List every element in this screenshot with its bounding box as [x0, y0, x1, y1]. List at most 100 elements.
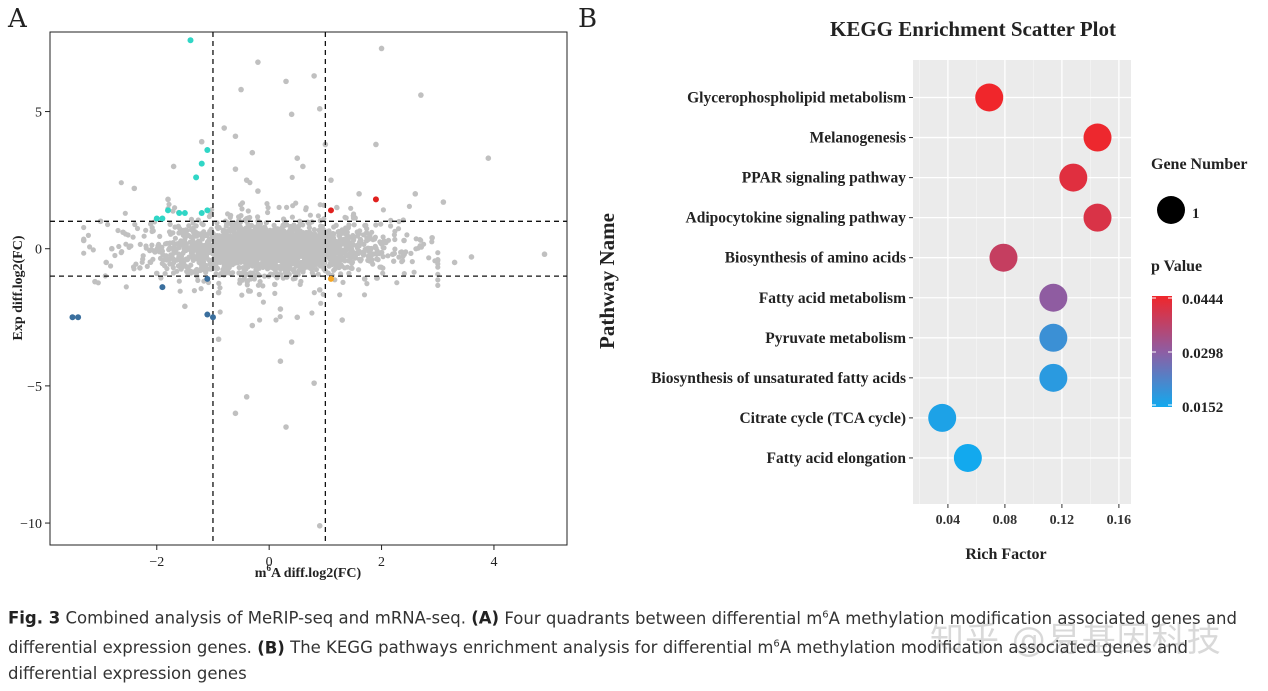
background-point	[275, 237, 282, 243]
background-point	[307, 265, 314, 271]
background-point	[358, 238, 364, 244]
background-point	[372, 236, 378, 242]
enrichment-dot	[1039, 363, 1068, 392]
background-point	[377, 239, 383, 245]
background-point	[274, 247, 280, 254]
background-point	[95, 280, 101, 286]
background-point	[350, 232, 356, 239]
background-point	[340, 279, 346, 285]
background-point	[345, 244, 351, 250]
background-point	[294, 229, 301, 235]
background-point	[170, 256, 176, 262]
background-point	[317, 263, 324, 269]
background-point	[162, 241, 169, 247]
background-point	[391, 232, 397, 238]
background-point	[262, 253, 268, 259]
x-tick-label-a: 4	[490, 555, 497, 570]
background-point	[287, 234, 293, 240]
background-point	[339, 317, 346, 323]
enrichment-dot	[1083, 123, 1112, 152]
background-point	[435, 250, 441, 256]
background-point	[311, 73, 317, 79]
background-point	[193, 223, 199, 229]
background-point	[347, 254, 354, 260]
background-point	[170, 163, 177, 170]
background-point	[364, 281, 370, 287]
pathway-label: Biosynthesis of amino acids	[725, 250, 906, 267]
background-point	[337, 292, 343, 298]
background-point	[270, 261, 276, 267]
background-point	[167, 221, 173, 227]
background-point	[188, 247, 194, 253]
background-point	[238, 202, 244, 208]
background-point	[202, 233, 208, 239]
background-point	[277, 358, 284, 364]
background-point	[194, 256, 200, 262]
background-point	[188, 262, 194, 268]
background-point	[412, 191, 419, 197]
background-point	[348, 265, 354, 271]
background-point	[162, 271, 168, 277]
background-point	[249, 149, 256, 156]
background-point	[164, 257, 170, 263]
background-point	[295, 224, 301, 230]
background-point	[351, 211, 357, 217]
background-point	[319, 228, 325, 234]
y-tick-label-a: 0	[35, 243, 42, 258]
legend-size-dot	[1157, 196, 1185, 224]
background-point	[361, 276, 368, 282]
background-point	[309, 310, 315, 316]
background-point	[231, 253, 237, 260]
background-point	[232, 410, 239, 417]
background-point	[380, 254, 386, 260]
background-point	[352, 215, 358, 221]
background-point	[260, 225, 266, 231]
background-point	[356, 250, 362, 256]
background-point	[246, 225, 252, 231]
enrichment-dot	[975, 83, 1004, 112]
background-point	[170, 240, 176, 246]
background-point	[221, 125, 228, 131]
background-point	[392, 246, 398, 252]
background-point	[217, 309, 223, 315]
background-point	[435, 277, 441, 283]
background-point	[265, 205, 271, 211]
background-point	[244, 279, 250, 285]
background-point	[388, 223, 394, 229]
background-point	[338, 271, 344, 277]
background-point	[331, 224, 337, 230]
background-point	[144, 263, 150, 269]
highlight-point-up-hypo	[187, 37, 194, 44]
background-point	[239, 247, 245, 253]
background-point	[385, 237, 392, 243]
background-point	[310, 255, 316, 261]
background-point	[194, 248, 200, 254]
background-point	[264, 201, 270, 207]
background-point	[236, 265, 242, 271]
background-point	[310, 260, 316, 266]
kegg-title: KEGG Enrichment Scatter Plot	[830, 17, 1116, 41]
x-tick-label-a: 2	[378, 555, 385, 570]
background-point	[166, 201, 172, 207]
background-point	[238, 227, 244, 233]
background-point	[157, 233, 163, 239]
background-point	[367, 233, 373, 239]
background-point	[378, 45, 385, 52]
pathway-label: Fatty acid metabolism	[759, 290, 906, 307]
figure-caption: Fig. 3 Combined analysis of MeRIP-seq an…	[8, 602, 1260, 687]
background-point	[369, 229, 375, 235]
background-point	[362, 222, 368, 229]
background-point	[280, 242, 286, 248]
background-point	[440, 199, 447, 205]
x-axis-label-b: Rich Factor	[965, 546, 1046, 563]
background-point	[143, 227, 149, 233]
background-point	[241, 252, 247, 258]
background-point	[306, 221, 312, 227]
highlight-point-up-hypo	[193, 174, 200, 181]
background-point	[338, 250, 344, 256]
background-point	[331, 231, 337, 237]
y-tick-label-a: 5	[35, 106, 42, 121]
background-point	[364, 230, 370, 236]
background-point	[316, 106, 323, 112]
background-point	[429, 239, 435, 245]
